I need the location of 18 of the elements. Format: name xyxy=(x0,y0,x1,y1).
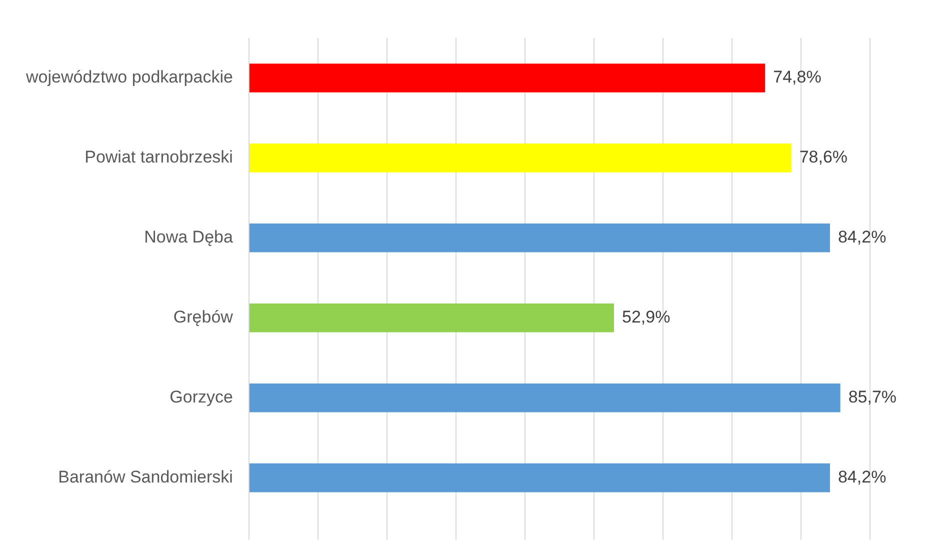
bar xyxy=(249,224,830,252)
bar xyxy=(249,463,830,492)
data-label: 78,6% xyxy=(799,148,848,167)
bar xyxy=(249,303,614,332)
bar xyxy=(249,383,840,412)
y-tick-label: Grębów xyxy=(173,308,234,327)
y-tick-label: Baranów Sandomierski xyxy=(58,468,233,487)
y-tick-label: Gorzyce xyxy=(170,388,233,407)
y-tick-label: województwo podkarpackie xyxy=(24,68,233,87)
data-label: 84,2% xyxy=(838,228,886,247)
y-tick-label: Powiat tarnobrzeski xyxy=(84,148,233,167)
y-tick-label: Nowa Dęba xyxy=(144,228,234,247)
data-label: 52,9% xyxy=(622,308,670,327)
bar xyxy=(249,64,766,92)
data-label: 74,8% xyxy=(773,68,822,87)
data-label: 84,2% xyxy=(838,468,886,487)
data-label: 85,7% xyxy=(848,388,897,407)
bar xyxy=(249,144,792,172)
